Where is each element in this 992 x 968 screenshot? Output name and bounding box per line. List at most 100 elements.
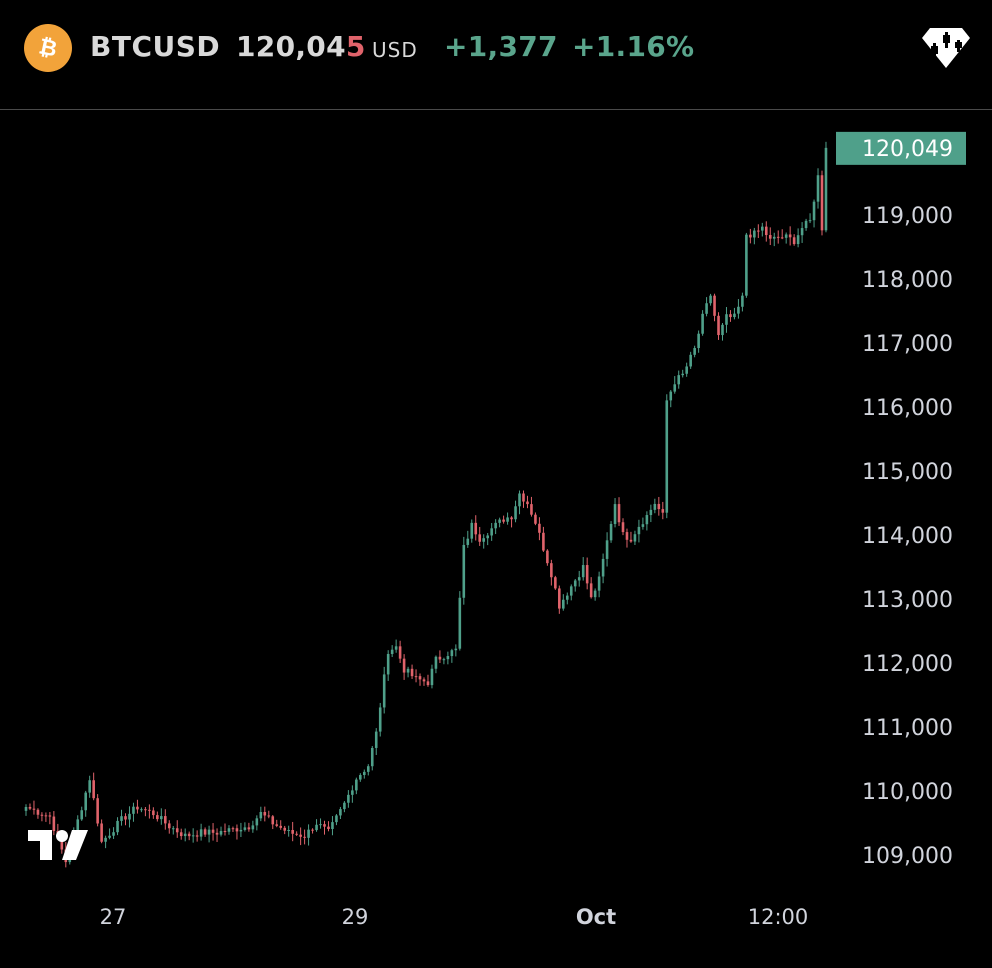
candle-body bbox=[112, 832, 115, 836]
candle-body bbox=[613, 504, 617, 524]
candle-body bbox=[685, 366, 688, 374]
candle-body bbox=[235, 828, 239, 832]
candle-body bbox=[215, 832, 219, 835]
candle-body bbox=[398, 646, 402, 659]
candle-body bbox=[617, 504, 621, 523]
candle-body bbox=[343, 802, 346, 810]
candle-body bbox=[40, 814, 44, 816]
candle-body bbox=[458, 597, 462, 649]
candle-body bbox=[422, 679, 426, 682]
candle-body bbox=[370, 747, 374, 767]
candle-body bbox=[359, 775, 362, 780]
candle-body bbox=[88, 780, 91, 793]
candle-body bbox=[542, 532, 545, 551]
candle-body bbox=[36, 809, 40, 815]
candle-body bbox=[60, 836, 64, 850]
candle-body bbox=[84, 792, 87, 811]
candle-body bbox=[128, 813, 131, 820]
candle-body bbox=[267, 815, 271, 817]
candle-body bbox=[768, 235, 772, 239]
candle-body bbox=[418, 676, 422, 680]
candle-body bbox=[347, 794, 350, 803]
candle-body bbox=[179, 832, 183, 837]
candle-body bbox=[390, 649, 394, 654]
x-tick-label: Oct bbox=[576, 905, 616, 929]
candle-body bbox=[132, 806, 135, 814]
candle-body bbox=[788, 234, 792, 238]
candle-body bbox=[673, 384, 677, 392]
candle-body bbox=[28, 807, 32, 809]
candle-body bbox=[462, 544, 466, 598]
candle-body bbox=[382, 674, 386, 708]
candle-body bbox=[24, 807, 28, 811]
candle-body bbox=[665, 400, 669, 513]
candle-body bbox=[414, 676, 418, 678]
candle-body bbox=[645, 515, 649, 525]
tradingview-logo-icon[interactable] bbox=[26, 826, 92, 862]
candle-body bbox=[621, 522, 625, 533]
candle-body bbox=[100, 823, 103, 842]
candle-body bbox=[474, 522, 478, 535]
candle-body bbox=[526, 501, 529, 505]
candle-body bbox=[609, 523, 613, 541]
y-tick-label: 115,000 bbox=[862, 460, 953, 485]
candle-body bbox=[709, 295, 712, 304]
candle-body bbox=[211, 829, 215, 833]
candle-body bbox=[721, 324, 724, 336]
candle-body bbox=[108, 835, 111, 838]
candle-body bbox=[315, 824, 318, 831]
candle-body bbox=[378, 707, 382, 732]
candle-body bbox=[283, 827, 286, 831]
candle-body bbox=[780, 237, 784, 239]
candle-body bbox=[681, 373, 684, 376]
candle-body bbox=[406, 668, 410, 673]
last-price-badge bbox=[836, 131, 966, 165]
candle-body bbox=[96, 798, 99, 824]
y-tick-label: 117,000 bbox=[862, 332, 953, 357]
candle-body bbox=[637, 526, 641, 535]
candle-body bbox=[442, 659, 446, 661]
candle-body bbox=[438, 656, 442, 660]
candle-body bbox=[195, 835, 199, 837]
candle-body bbox=[140, 809, 143, 811]
candle-body bbox=[164, 816, 167, 824]
candle-body bbox=[32, 808, 36, 810]
candle-body bbox=[426, 681, 430, 686]
candle-body bbox=[605, 540, 609, 559]
candle-body bbox=[764, 226, 768, 236]
y-tick-label: 112,000 bbox=[862, 652, 953, 677]
y-tick-label: 110,000 bbox=[862, 780, 953, 805]
price-chart[interactable]: 109,000 110,000 111,000 112,000 113,000 114,0… bbox=[0, 111, 992, 968]
candle-body bbox=[641, 524, 645, 527]
candle-body bbox=[52, 816, 56, 832]
header-divider bbox=[0, 109, 992, 110]
candle-body bbox=[796, 235, 800, 245]
candle-body bbox=[120, 816, 123, 821]
candle-body bbox=[255, 818, 259, 826]
candle-body bbox=[776, 236, 780, 238]
candle-body bbox=[331, 822, 334, 830]
candle-body bbox=[784, 234, 788, 238]
candle-body bbox=[466, 538, 470, 545]
candle-body bbox=[327, 826, 330, 830]
candle-body bbox=[446, 656, 450, 660]
candle-body bbox=[243, 827, 247, 830]
candle-body bbox=[589, 583, 593, 598]
candle-body bbox=[363, 771, 366, 776]
symbol-name[interactable]: BTCUSD bbox=[90, 30, 221, 63]
candle-body bbox=[351, 790, 354, 795]
candle-body bbox=[558, 588, 561, 609]
candle-body bbox=[124, 816, 127, 820]
candle-body bbox=[518, 493, 521, 507]
candle-body bbox=[593, 590, 597, 598]
candle-body bbox=[199, 829, 203, 837]
candle-body bbox=[307, 829, 310, 838]
candle-body bbox=[386, 653, 390, 675]
candle-body bbox=[247, 827, 251, 830]
candle-body bbox=[486, 535, 489, 539]
candle-body bbox=[295, 833, 298, 835]
candlestick-diamond-icon[interactable] bbox=[918, 22, 974, 72]
candle-body bbox=[816, 175, 820, 202]
candle-body bbox=[136, 806, 139, 810]
candle-body bbox=[506, 517, 509, 522]
